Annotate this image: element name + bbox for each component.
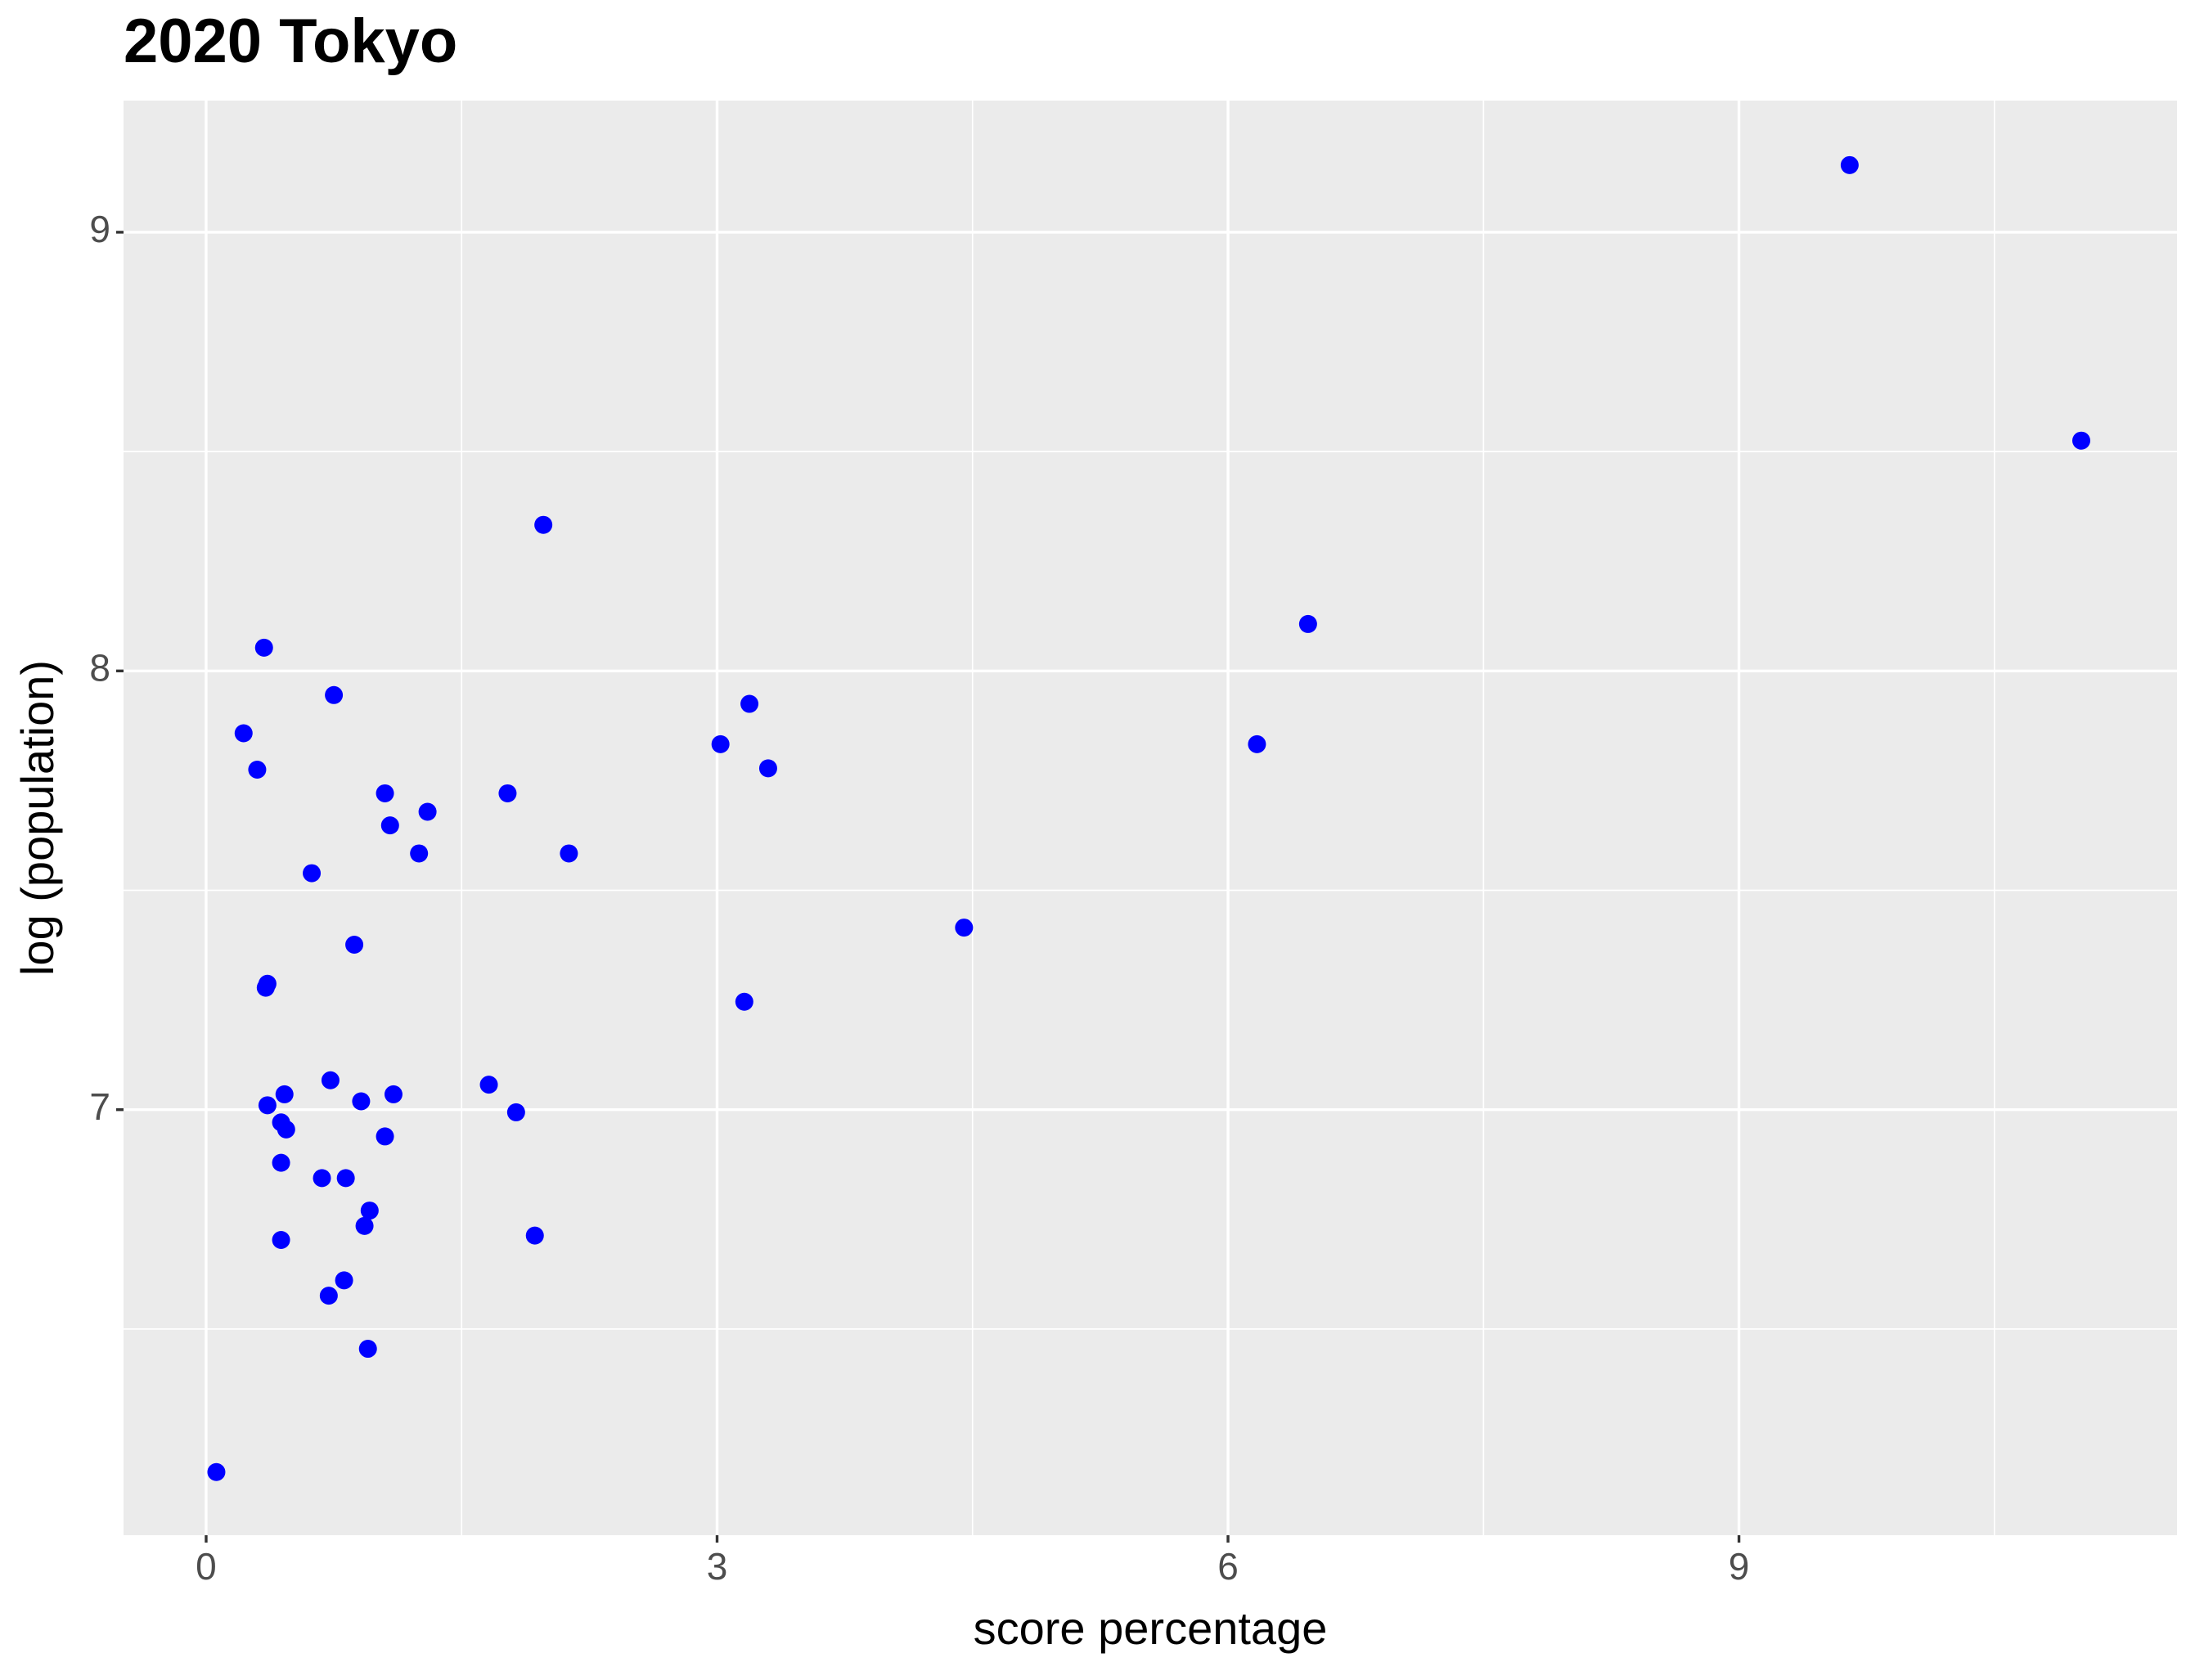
y-axis-title: log (population): [11, 660, 63, 976]
point: [410, 844, 429, 863]
point: [498, 784, 517, 802]
point: [735, 992, 753, 1011]
point: [1298, 614, 1317, 633]
point: [272, 1231, 290, 1250]
x-tick-label: 0: [196, 1545, 217, 1588]
point: [272, 1153, 290, 1172]
point: [2072, 431, 2091, 450]
chart-title: 2020 Tokyo: [124, 7, 457, 76]
point: [358, 1340, 377, 1359]
point: [360, 1202, 379, 1220]
point: [234, 724, 253, 743]
y-tick-label: 9: [89, 208, 110, 250]
point: [345, 936, 364, 955]
point: [955, 919, 974, 937]
point: [740, 694, 759, 713]
point: [254, 638, 273, 657]
point: [321, 1071, 340, 1089]
point: [258, 1096, 277, 1115]
y-tick-label: 7: [89, 1085, 110, 1128]
point: [1840, 155, 1859, 174]
point: [275, 1085, 294, 1103]
plot-panel: [124, 101, 2177, 1535]
x-axis-title: score percentage: [974, 1602, 1328, 1654]
point: [525, 1226, 544, 1245]
point: [277, 1120, 295, 1139]
point: [248, 760, 267, 779]
point: [303, 864, 322, 883]
point: [355, 1216, 374, 1235]
point: [376, 784, 394, 802]
point: [376, 1127, 394, 1146]
point: [534, 515, 553, 534]
point: [207, 1462, 226, 1481]
point: [479, 1076, 498, 1094]
point: [325, 685, 344, 704]
point: [758, 759, 777, 778]
point: [319, 1287, 338, 1305]
point: [506, 1103, 525, 1121]
point: [418, 802, 437, 821]
x-tick-label: 3: [707, 1545, 728, 1588]
x-tick-label: 9: [1729, 1545, 1750, 1588]
point: [711, 734, 730, 753]
y-tick-label: 8: [89, 646, 110, 689]
point: [352, 1092, 371, 1111]
point: [313, 1169, 331, 1188]
point: [380, 816, 399, 835]
point: [336, 1169, 355, 1188]
point: [1248, 734, 1266, 753]
point: [560, 844, 578, 863]
point: [256, 978, 275, 997]
point: [384, 1085, 403, 1103]
point: [335, 1271, 353, 1290]
x-tick-label: 6: [1217, 1545, 1239, 1588]
